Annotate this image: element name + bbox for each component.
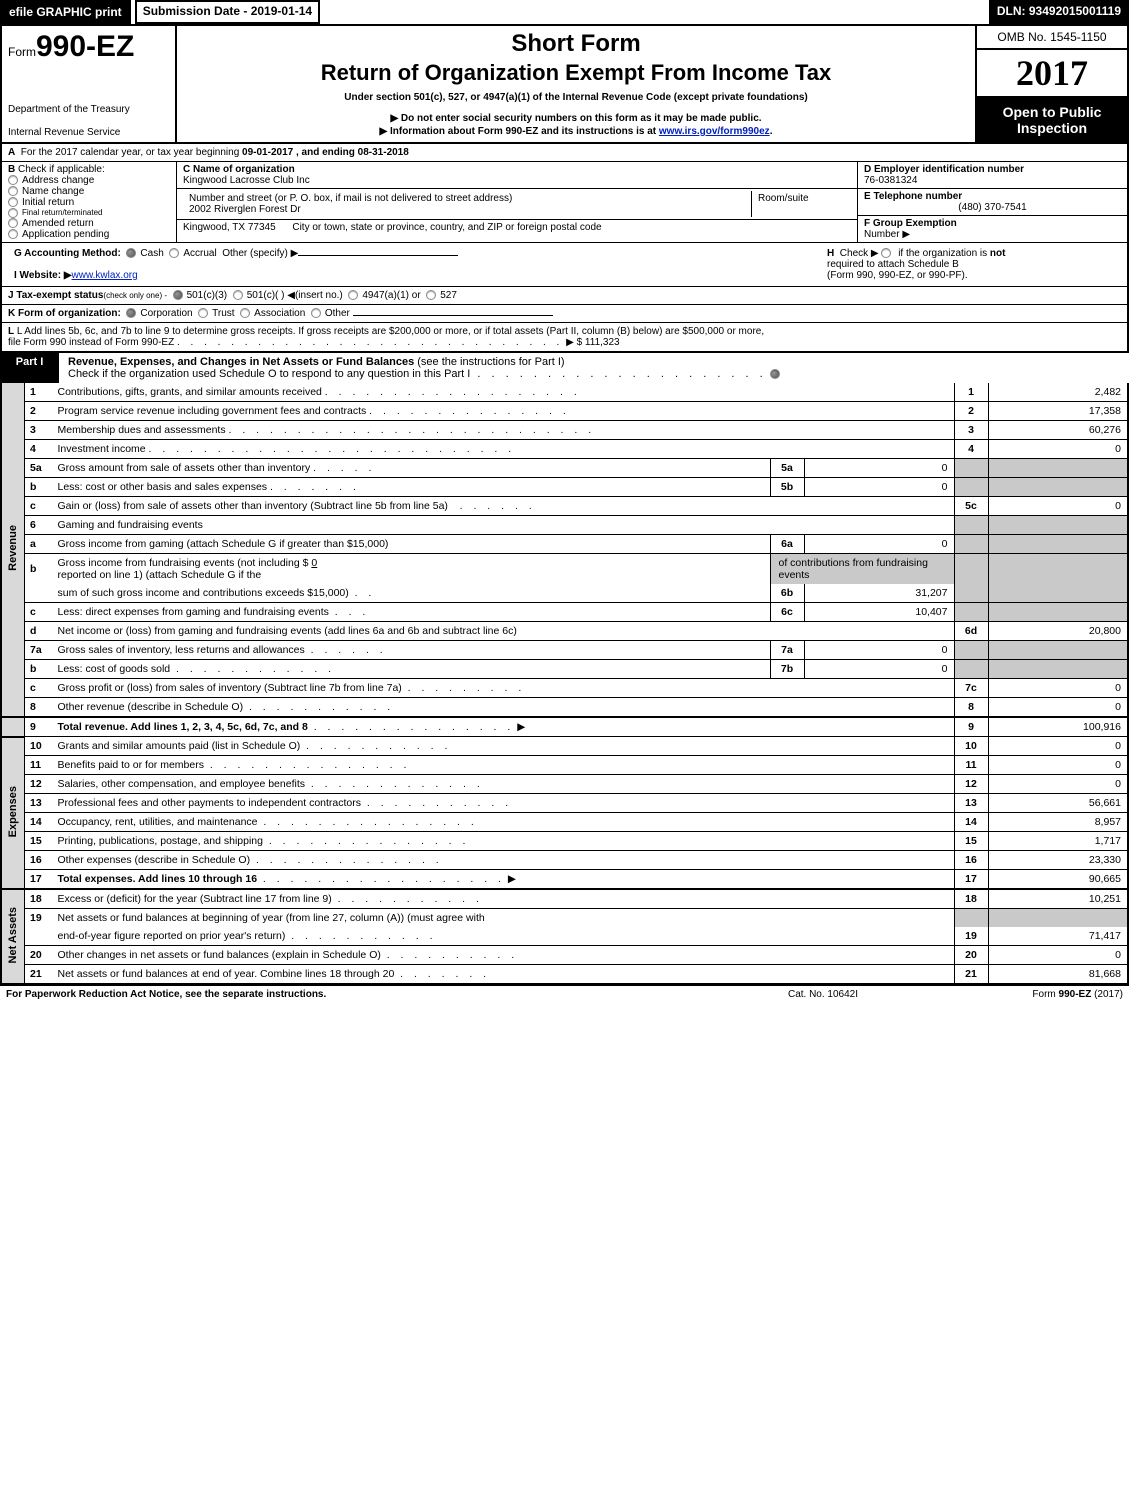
line-k: K Form of organization: Corporation Trus… <box>0 305 1129 323</box>
chk-address-change[interactable] <box>8 175 18 185</box>
line-6b-value: 31,207 <box>804 584 954 603</box>
chk-amended-return[interactable] <box>8 218 18 228</box>
line-7c-value: 0 <box>988 679 1128 698</box>
paperwork-notice: For Paperwork Reduction Act Notice, see … <box>6 989 723 1000</box>
catalog-number: Cat. No. 10642I <box>723 989 923 1000</box>
efile-print-button[interactable]: efile GRAPHIC print <box>0 0 131 24</box>
form-number: 990-EZ <box>36 30 134 63</box>
revenue-section-label: Revenue <box>1 383 25 717</box>
chk-cash[interactable] <box>126 248 136 258</box>
open-to-public: Open to PublicInspection <box>977 98 1127 142</box>
line-21-value: 81,668 <box>988 965 1128 985</box>
irs-link[interactable]: www.irs.gov/form990ez <box>659 126 770 137</box>
line-19-value: 71,417 <box>988 927 1128 946</box>
chk-accrual[interactable] <box>169 248 179 258</box>
line-7a-value: 0 <box>804 641 954 660</box>
ein-value: 76-0381324 <box>864 175 917 186</box>
chk-application-pending[interactable] <box>8 229 18 239</box>
chk-other-org[interactable] <box>311 308 321 318</box>
f-label-2: Number ▶ <box>864 229 910 240</box>
line-a: A For the 2017 calendar year, or tax yea… <box>0 144 1129 162</box>
c-label: C Name of organization <box>183 164 295 175</box>
line-8-value: 0 <box>988 698 1128 718</box>
chk-corp[interactable] <box>126 308 136 318</box>
line-18-value: 10,251 <box>988 889 1128 909</box>
form-prefix: Form <box>8 45 36 59</box>
line-1-value: 2,482 <box>988 383 1128 402</box>
expenses-section-label: Expenses <box>1 737 25 890</box>
d-label: D Employer identification number <box>864 164 1024 175</box>
form-header: Form990-EZ Department of the Treasury In… <box>0 24 1129 144</box>
line-3-value: 60,276 <box>988 421 1128 440</box>
form-subtitle-2: ▶ Do not enter social security numbers o… <box>183 113 969 124</box>
tax-year: 2017 <box>977 50 1127 98</box>
line-j: J Tax-exempt status(check only one) - 50… <box>0 287 1129 305</box>
f-label: F Group Exemption <box>864 218 957 229</box>
line-l: L L Add lines 5b, 6c, and 7b to line 9 t… <box>0 323 1129 353</box>
form-subtitle-3: ▶ Information about Form 990-EZ and its … <box>183 126 969 137</box>
chk-trust[interactable] <box>198 308 208 318</box>
part-1-header: Part I Revenue, Expenses, and Changes in… <box>0 353 1129 383</box>
section-bcd: B Check if applicable: Address change Na… <box>0 162 1129 243</box>
form-title: Return of Organization Exempt From Incom… <box>183 60 969 86</box>
ns-label: Number and street (or P. O. box, if mail… <box>189 193 745 204</box>
city-label: City or town, state or province, country… <box>292 222 601 233</box>
line-2-value: 17,358 <box>988 402 1128 421</box>
line-9-value: 100,916 <box>988 717 1128 737</box>
chk-initial-return[interactable] <box>8 197 18 207</box>
part-1-label: Part I <box>0 353 60 383</box>
chk-sched-o[interactable] <box>770 369 780 379</box>
chk-4947[interactable] <box>348 290 358 300</box>
page-footer: For Paperwork Reduction Act Notice, see … <box>0 985 1129 1003</box>
chk-final-return[interactable] <box>8 208 18 218</box>
chk-sched-b[interactable] <box>881 248 891 258</box>
line-7b-value: 0 <box>804 660 954 679</box>
dept-treasury: Department of the Treasury <box>8 104 169 115</box>
line-4-value: 0 <box>988 440 1128 459</box>
room-suite-label: Room/suite <box>751 191 851 217</box>
line-14-value: 8,957 <box>988 813 1128 832</box>
line-5b-value: 0 <box>804 478 954 497</box>
line-5c-value: 0 <box>988 497 1128 516</box>
submission-date-label: Submission Date - 2019-01-14 <box>135 0 320 24</box>
form-subtitle-1: Under section 501(c), 527, or 4947(a)(1)… <box>183 92 969 103</box>
chk-501c3[interactable] <box>173 290 183 300</box>
e-label: E Telephone number <box>864 191 962 202</box>
line-11-value: 0 <box>988 756 1128 775</box>
chk-527[interactable] <box>426 290 436 300</box>
telephone-value: (480) 370-7541 <box>864 202 1121 213</box>
line-5a-value: 0 <box>804 459 954 478</box>
omb-number: OMB No. 1545-1150 <box>977 26 1127 50</box>
line-6d-value: 20,800 <box>988 622 1128 641</box>
line-20-value: 0 <box>988 946 1128 965</box>
line-13-value: 56,661 <box>988 794 1128 813</box>
website-link[interactable]: www.kwlax.org <box>72 270 138 281</box>
line-17-value: 90,665 <box>988 870 1128 890</box>
dept-irs: Internal Revenue Service <box>8 127 169 138</box>
line-6a-value: 0 <box>804 535 954 554</box>
chk-assoc[interactable] <box>240 308 250 318</box>
short-form-title: Short Form <box>183 30 969 58</box>
net-assets-section-label: Net Assets <box>1 889 25 984</box>
line-16-value: 23,330 <box>988 851 1128 870</box>
city-value: Kingwood, TX 77345 <box>183 222 276 233</box>
top-bar: efile GRAPHIC print Submission Date - 20… <box>0 0 1129 24</box>
line-12-value: 0 <box>988 775 1128 794</box>
line-gh: G Accounting Method: Cash Accrual Other … <box>0 243 1129 287</box>
dln-label: DLN: 93492015001119 <box>989 0 1129 24</box>
chk-name-change[interactable] <box>8 186 18 196</box>
chk-501c[interactable] <box>233 290 243 300</box>
line-6c-value: 10,407 <box>804 603 954 622</box>
line-10-value: 0 <box>988 737 1128 756</box>
part-1-table: Revenue 1 Contributions, gifts, grants, … <box>0 383 1129 985</box>
org-name: Kingwood Lacrosse Club Inc <box>183 175 851 186</box>
form-footer-id: Form 990-EZ (2017) <box>923 989 1123 1000</box>
line-15-value: 1,717 <box>988 832 1128 851</box>
street-address: 2002 Riverglen Forest Dr <box>189 204 745 215</box>
